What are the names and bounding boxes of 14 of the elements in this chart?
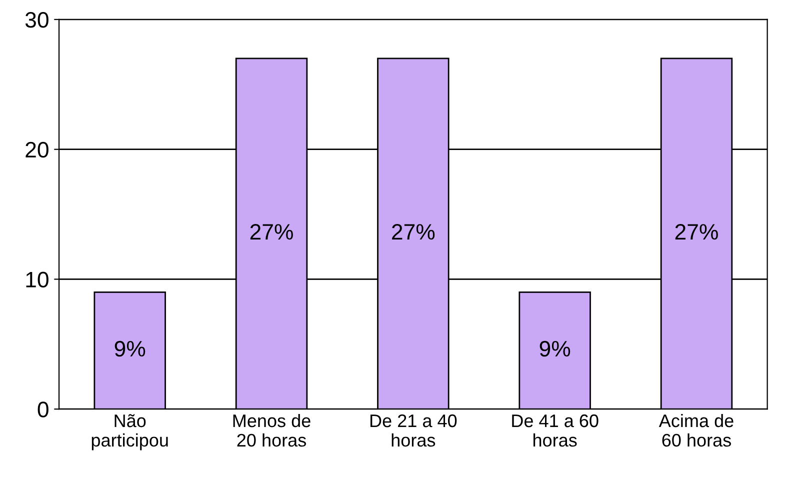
data-label: 27% [250, 224, 293, 240]
data-label: 9% [114, 340, 146, 357]
x-tick-label: Acima de 60 horas [658, 414, 734, 447]
x-tick-label: Menos de 20 horas [233, 414, 310, 447]
y-tick-label: 20 [26, 142, 48, 158]
y-tick-label: 10 [26, 272, 48, 288]
x-tick-label: De 21 a 40 horas [370, 414, 457, 447]
y-tick-label: 0 [38, 402, 48, 418]
data-label: 27% [675, 224, 718, 240]
data-label: 9% [540, 340, 570, 357]
x-tick-label: Não participou [92, 414, 168, 450]
data-label: 27% [392, 224, 435, 240]
y-tick-label: 30 [25, 12, 48, 28]
x-tick-label: De 41 a 60 horas [512, 414, 598, 447]
